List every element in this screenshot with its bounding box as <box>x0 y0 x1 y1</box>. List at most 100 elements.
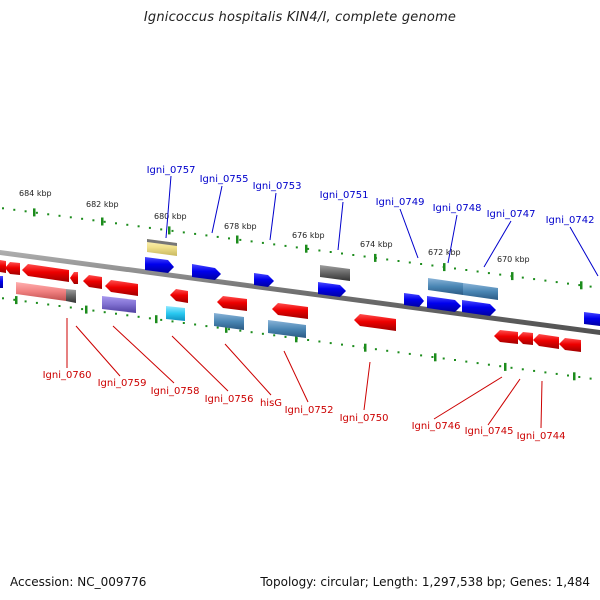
gene-label-0742[interactable]: Igni_0742 <box>546 215 595 226</box>
gene-gray-0751[interactable] <box>320 265 350 281</box>
scale-major-tick <box>434 353 437 362</box>
gene-label-0751[interactable]: Igni_0751 <box>320 190 369 201</box>
scale-dot <box>103 220 106 223</box>
scale-track-outer <box>2 207 592 290</box>
scale-dot <box>307 247 310 250</box>
scale-dot <box>228 237 230 240</box>
scale-dot <box>216 235 219 238</box>
gene-reverse[interactable] <box>517 332 533 345</box>
scale-major-tick <box>305 244 308 253</box>
scale-dot <box>13 208 16 211</box>
gene-reverse[interactable] <box>170 289 188 303</box>
scale-dot <box>35 211 38 214</box>
scale-dot <box>578 284 581 287</box>
gene-forward[interactable] <box>192 264 221 280</box>
scale-dot <box>397 260 400 262</box>
gene-forward[interactable] <box>0 276 3 288</box>
gene-label-0752[interactable]: Igni_0752 <box>285 405 334 416</box>
gene-reverse[interactable] <box>0 260 6 273</box>
scale-dot <box>182 231 185 234</box>
gene-label-0759[interactable]: Igni_0759 <box>98 378 147 389</box>
scale-dot <box>454 267 456 270</box>
gene-forward[interactable] <box>427 296 461 312</box>
scale-label-682: 682 kbp <box>86 200 119 209</box>
gene-reverse[interactable] <box>559 338 581 352</box>
gene-label-0744[interactable]: Igni_0744 <box>517 431 566 442</box>
leader-line-0757 <box>165 175 172 239</box>
gene-forward[interactable] <box>462 300 496 316</box>
gene-label-0749[interactable]: Igni_0749 <box>376 197 425 208</box>
gene-label-0756[interactable]: Igni_0756 <box>205 394 254 405</box>
scale-dot <box>408 352 411 355</box>
gene-cyan-0758[interactable] <box>166 306 185 321</box>
gene-label-0750[interactable]: Igni_0750 <box>340 413 389 424</box>
gene-label-0753[interactable]: Igni_0753 <box>253 181 302 192</box>
gene-label-0745[interactable]: Igni_0745 <box>465 426 514 437</box>
scale-dot <box>431 264 434 267</box>
gene-steel-hisG[interactable] <box>268 320 306 338</box>
scale-dot <box>35 301 38 304</box>
topology-summary: Topology: circular; Length: 1,297,538 bp… <box>260 575 590 589</box>
gene-label-0758[interactable]: Igni_0758 <box>151 386 200 397</box>
scale-dot <box>126 314 129 317</box>
scale-dot <box>92 309 95 312</box>
forward-genes <box>0 239 600 326</box>
gene-reverse[interactable] <box>217 296 247 311</box>
gene-forward[interactable] <box>145 257 174 273</box>
scale-dot <box>589 285 592 288</box>
gene-reverse[interactable] <box>354 314 396 331</box>
gene-label-0755[interactable]: Igni_0755 <box>200 174 249 185</box>
gene-gray-0757[interactable] <box>147 239 177 246</box>
gene-steel-0748[interactable] <box>428 278 463 295</box>
leader-line-0759 <box>75 325 121 377</box>
gene-forward[interactable] <box>318 282 346 297</box>
gene-label-0748[interactable]: Igni_0748 <box>433 203 482 214</box>
scale-dot <box>250 331 253 334</box>
gene-steel-0747[interactable] <box>463 283 498 300</box>
scale-dot <box>420 263 423 265</box>
scale-dot <box>374 348 377 351</box>
gene-forward[interactable] <box>404 293 424 307</box>
scale-major-tick <box>295 334 298 343</box>
scale-dot <box>160 228 163 231</box>
gene-reverse[interactable] <box>494 330 518 344</box>
scale-dot <box>465 269 468 271</box>
gene-label-hisG[interactable]: hisG <box>260 398 282 409</box>
scale-dot <box>589 377 592 380</box>
gene-reverse[interactable] <box>272 303 308 319</box>
gene-reverse[interactable] <box>533 334 559 349</box>
scale-dot <box>24 210 27 213</box>
leader-line-0751 <box>337 201 344 251</box>
scale-dot <box>341 343 343 346</box>
gene-label-0757[interactable]: Igni_0757 <box>147 165 196 176</box>
scale-dot <box>171 229 174 232</box>
scale-dot <box>307 339 310 341</box>
scale-dot <box>465 360 468 363</box>
gene-forward[interactable] <box>584 312 600 326</box>
gene-forward[interactable] <box>254 273 274 287</box>
gene-label-0746[interactable]: Igni_0746 <box>412 421 461 432</box>
scale-major-tick <box>155 315 158 324</box>
gene-steel-0756[interactable] <box>214 313 244 330</box>
scale-label-670: 670 kbp <box>497 255 530 264</box>
gene-salmon-0760[interactable] <box>16 282 66 301</box>
leader-line-0742 <box>569 226 599 277</box>
gene-reverse[interactable] <box>22 264 69 282</box>
scale-dot <box>420 354 423 357</box>
gene-reverse[interactable] <box>5 262 20 275</box>
gene-label-0760[interactable]: Igni_0760 <box>43 370 92 381</box>
gene-reverse[interactable] <box>105 280 138 296</box>
gene-purple-0759[interactable] <box>102 296 136 313</box>
gene-reverse[interactable] <box>83 275 102 289</box>
gene-gray-0760[interactable] <box>66 289 76 303</box>
scale-dot <box>2 297 4 300</box>
scale-label-674: 674 kbp <box>360 240 393 249</box>
gene-label-0747[interactable]: Igni_0747 <box>487 209 536 220</box>
scale-dot <box>386 349 389 352</box>
scale-dot <box>284 244 287 247</box>
scale-major-tick <box>443 263 446 272</box>
scale-dot <box>92 219 95 222</box>
scale-dot <box>499 365 502 368</box>
gene-reverse[interactable] <box>70 272 78 284</box>
scale-dot <box>567 282 569 285</box>
